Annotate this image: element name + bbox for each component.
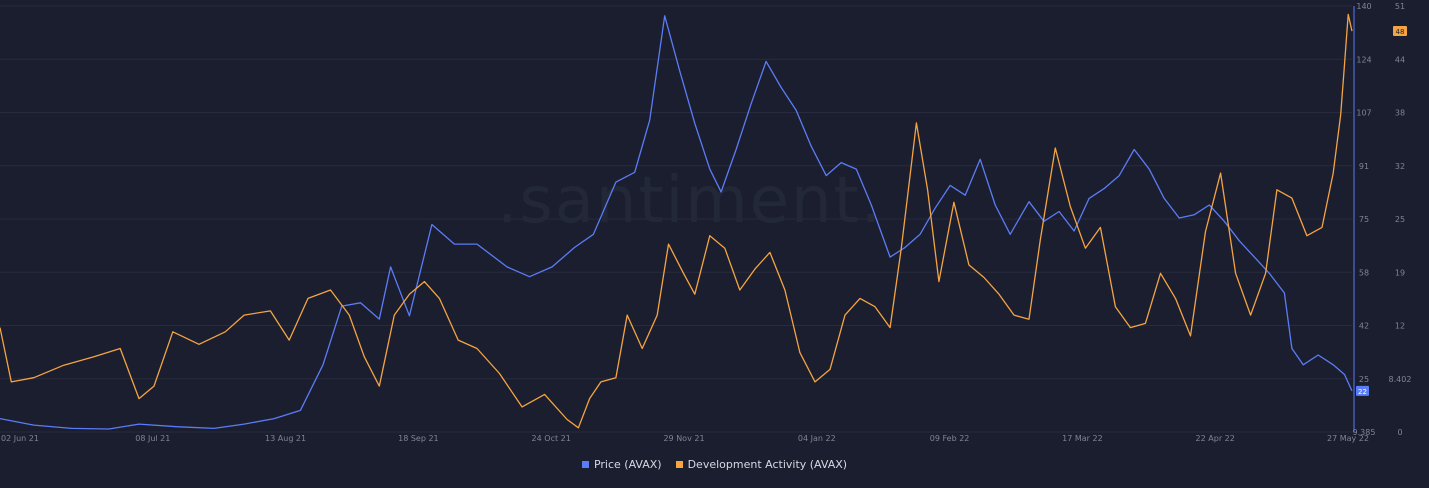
price-tick-label: 58 bbox=[1359, 268, 1369, 277]
x-tick-label: 17 Mar 22 bbox=[1062, 434, 1103, 443]
series-layer bbox=[0, 13, 1353, 430]
price-tick-label: 124 bbox=[1356, 55, 1371, 64]
dev-tick-label: 0 bbox=[1397, 428, 1402, 437]
dev-tick-label: 8.402 bbox=[1389, 375, 1412, 384]
x-tick-label: 08 Jul 21 bbox=[135, 434, 170, 443]
x-tick-label: 29 Nov 21 bbox=[663, 434, 704, 443]
x-tick-label: 27 May 22 bbox=[1327, 434, 1369, 443]
x-tick-label: 24 Oct 21 bbox=[532, 434, 571, 443]
legend-swatch-price bbox=[581, 461, 589, 468]
x-tick-label: 13 Aug 21 bbox=[265, 434, 306, 443]
x-tick-label: 04 Jan 22 bbox=[798, 434, 836, 443]
x-tick-label: 02 Jun 21 bbox=[1, 434, 39, 443]
dev-tick-label: 12 bbox=[1395, 322, 1405, 331]
price-tick-label: 42 bbox=[1359, 322, 1369, 331]
dev-tick-label: 19 bbox=[1395, 268, 1405, 277]
price-tick-label: 9.385 bbox=[1353, 428, 1376, 437]
price-current-label: 22 bbox=[1358, 388, 1367, 396]
price-line bbox=[0, 15, 1353, 430]
price-tick-label: 25 bbox=[1359, 375, 1369, 384]
price-tick-label: 91 bbox=[1359, 162, 1369, 171]
price-tick-label: 140 bbox=[1356, 2, 1371, 11]
watermark: .santiment. bbox=[497, 164, 883, 238]
legend-item-price[interactable]: Price (AVAX) bbox=[581, 458, 662, 471]
dev-current-label: 48 bbox=[1396, 28, 1405, 36]
dev-activity-line bbox=[0, 13, 1353, 429]
price-current-badge bbox=[1356, 385, 1369, 396]
legend-swatch-dev-activity bbox=[675, 461, 683, 468]
x-tick-label: 09 Feb 22 bbox=[930, 434, 970, 443]
dev-current-badge bbox=[1393, 26, 1407, 37]
x-tick-label: 22 Apr 22 bbox=[1196, 434, 1235, 443]
legend: Price (AVAX) Development Activity (AVAX) bbox=[0, 458, 1429, 471]
legend-item-dev-activity[interactable]: Development Activity (AVAX) bbox=[675, 458, 848, 471]
dev-tick-label: 38 bbox=[1395, 109, 1405, 118]
grid bbox=[0, 5, 1352, 433]
dev-tick-label: 44 bbox=[1395, 55, 1405, 64]
price-tick-label: 107 bbox=[1356, 109, 1371, 118]
legend-label-price: Price (AVAX) bbox=[593, 458, 662, 471]
dev-tick-label: 32 bbox=[1395, 162, 1405, 171]
labels: 140 124 107 91 75 58 42 25 9.385 51 44 38 32 25 19 12 8.… bbox=[1, 2, 1411, 443]
dev-tick-label: 25 bbox=[1395, 215, 1405, 224]
x-tick-label: 18 Sep 21 bbox=[398, 434, 439, 443]
price-tick-label: 75 bbox=[1359, 215, 1369, 224]
dev-tick-label: 51 bbox=[1395, 2, 1405, 11]
legend-label-dev-activity: Development Activity (AVAX) bbox=[687, 458, 848, 471]
